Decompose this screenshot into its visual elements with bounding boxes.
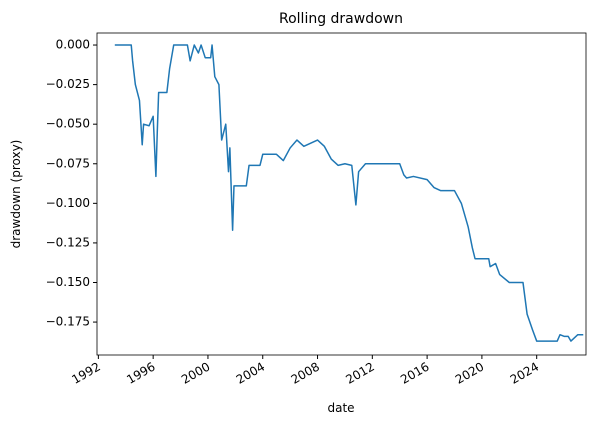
y-tick-label: 0.000 (56, 38, 90, 52)
x-tick-label: 2020 (453, 359, 486, 386)
y-tick-label: −0.100 (46, 196, 90, 210)
x-tick-label: 2016 (398, 359, 431, 386)
y-tick-label: −0.075 (46, 156, 90, 170)
y-tick-label: −0.150 (46, 275, 90, 289)
x-tick-label: 2000 (179, 359, 212, 386)
x-axis-label: date (327, 401, 354, 415)
y-tick-label: −0.025 (46, 77, 90, 91)
x-tick-label: 2004 (234, 359, 267, 386)
x-tick-label: 2008 (289, 359, 322, 386)
x-tick-label: 2024 (508, 359, 541, 386)
plot-frame (96, 32, 587, 356)
chart-title: Rolling drawdown (279, 11, 403, 27)
y-axis-label: drawdown (proxy) (9, 140, 23, 249)
x-tick-label: 1992 (69, 359, 102, 386)
line (114, 44, 584, 342)
y-tick-label: −0.175 (46, 315, 90, 329)
y-tick-label: −0.125 (46, 235, 90, 249)
y-tick-label: −0.050 (46, 117, 90, 131)
x-tick-label: 1996 (124, 359, 157, 386)
x-tick-label: 2012 (343, 359, 376, 386)
